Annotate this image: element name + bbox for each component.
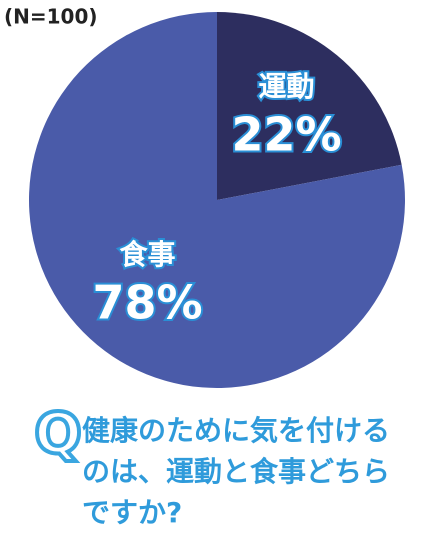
pie: 運動 22% 食事 78%: [28, 12, 406, 388]
slice-value-label: 78%: [92, 276, 202, 330]
question-icon: Q: [34, 402, 82, 467]
pie-slice: [217, 12, 402, 200]
sample-size-note: (N=100): [4, 5, 98, 29]
pie-slice: [28, 12, 406, 388]
slice-category-label: 食事: [119, 238, 175, 271]
question-line: 健康のために気を付ける: [82, 414, 390, 447]
question-line: ですか?: [82, 496, 182, 529]
slice-category-label: 運動: [258, 70, 314, 103]
question-line: のは、運動と食事どちら: [82, 455, 390, 488]
slice-value-label: 22%: [231, 107, 341, 161]
